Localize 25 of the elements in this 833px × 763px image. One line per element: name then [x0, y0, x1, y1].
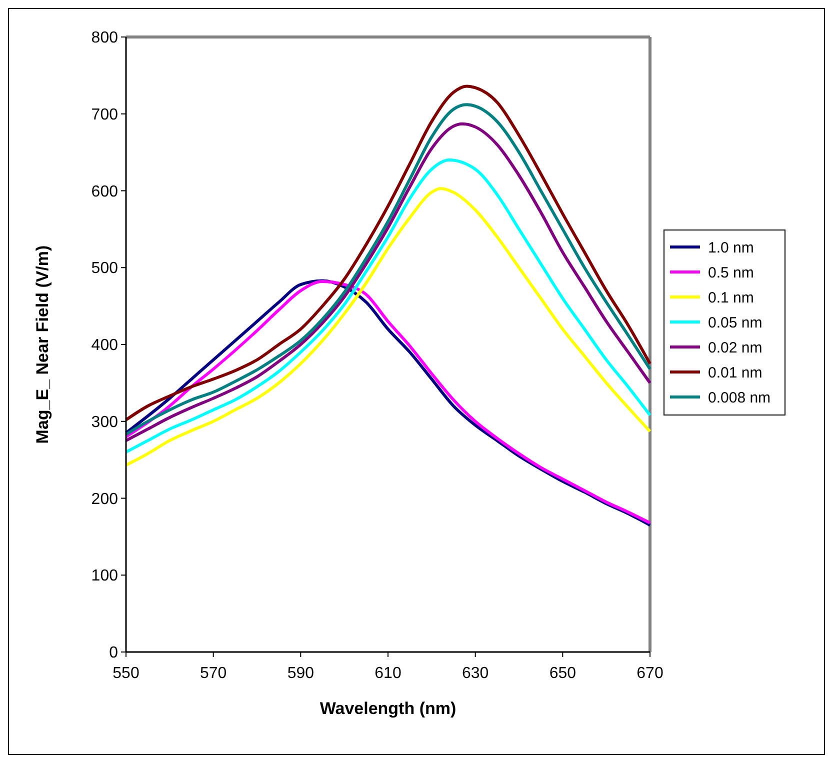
x-tick-label: 610: [374, 665, 402, 682]
x-tick-label: 630: [462, 665, 489, 682]
x-tick-label: 570: [200, 665, 227, 682]
y-tick-label: 300: [91, 414, 118, 431]
legend-label: 0.02 nm: [708, 339, 762, 356]
y-tick-label: 200: [91, 490, 118, 508]
y-tick-label: 600: [91, 183, 118, 200]
y-tick-label: 800: [91, 30, 118, 47]
legend-label: 0.1 nm: [708, 289, 754, 306]
legend-label: 1.0 nm: [708, 239, 754, 256]
legend-label: 0.05 nm: [708, 314, 762, 332]
y-axis-title: Mag_E_ Near Field (V/m): [33, 245, 52, 444]
legend-label: 0.5 nm: [708, 264, 754, 282]
y-tick-label: 100: [91, 568, 118, 585]
y-tick-label: 400: [91, 337, 118, 354]
x-tick-label: 670: [636, 665, 664, 682]
y-tick-label: 0: [109, 644, 118, 662]
y-tick-label: 700: [91, 106, 118, 124]
x-tick-label: 650: [549, 665, 576, 682]
x-tick-label: 590: [287, 665, 314, 682]
y-tick-label: 500: [91, 260, 118, 278]
legend-label: 0.01 nm: [708, 364, 762, 382]
x-axis-title: Wavelength (nm): [320, 699, 456, 718]
x-tick-label: 550: [112, 665, 140, 682]
legend-label: 0.008 nm: [708, 389, 771, 406]
